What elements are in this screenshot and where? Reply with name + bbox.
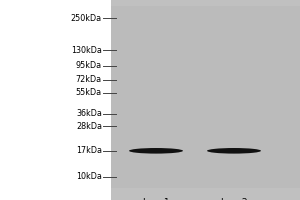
Text: Lane1: Lane1 [142,198,170,200]
Bar [0,0,111,200]
Text: 17kDa: 17kDa [76,146,102,155]
Text: 55kDa: 55kDa [76,88,102,97]
Ellipse shape [129,148,183,154]
Text: 72kDa: 72kDa [76,75,102,84]
Text: 28kDa: 28kDa [76,122,102,131]
Text: Lane2: Lane2 [220,198,248,200]
Text: 130kDa: 130kDa [71,46,102,55]
Bar [111,6,300,188]
Text: 95kDa: 95kDa [76,61,102,70]
Text: 10kDa: 10kDa [76,172,102,181]
Text: 36kDa: 36kDa [76,109,102,118]
Ellipse shape [207,148,261,154]
Text: 250kDa: 250kDa [71,14,102,23]
